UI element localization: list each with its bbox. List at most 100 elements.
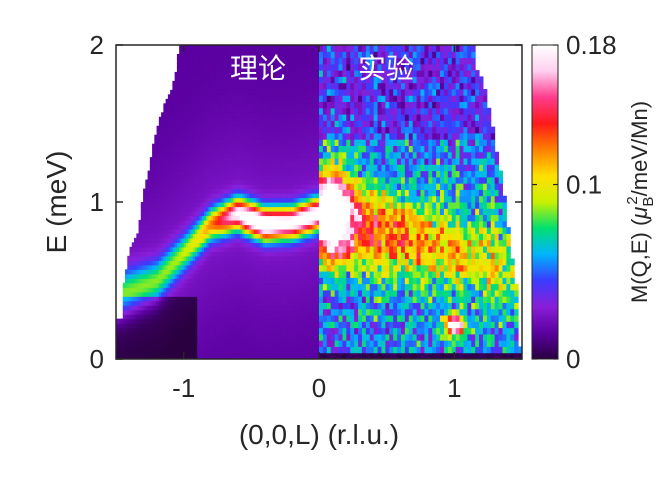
theory-cell	[300, 287, 304, 293]
theory-cell	[212, 125, 216, 131]
theory-cell	[156, 287, 160, 293]
theory-cell	[260, 327, 264, 333]
theory-cell	[273, 260, 277, 266]
theory-cell	[249, 148, 252, 154]
theory-cell	[176, 309, 180, 315]
theory-cell	[242, 121, 246, 127]
theory-cell	[156, 125, 160, 131]
theory-cell	[276, 255, 279, 261]
theory-cell	[149, 215, 153, 221]
theory-cell	[179, 193, 183, 199]
theory-cell	[255, 323, 259, 329]
theory-cell	[246, 332, 250, 338]
theory-cell	[296, 336, 300, 342]
theory-cell	[294, 341, 298, 347]
theory-cell	[131, 287, 135, 293]
theory-cell	[244, 193, 248, 199]
theory-cell	[192, 336, 196, 342]
theory-cell	[163, 139, 167, 145]
theory-cell	[201, 269, 205, 275]
theory-cell	[312, 80, 316, 86]
theory-cell	[244, 354, 248, 359]
theory-cell	[201, 273, 205, 279]
theory-cell	[282, 184, 286, 190]
theory-cell	[253, 273, 257, 279]
theory-cell	[298, 291, 302, 297]
theory-cell	[203, 233, 207, 239]
theory-cell	[246, 282, 250, 288]
theory-cell	[237, 98, 241, 104]
theory-cell	[309, 202, 313, 208]
theory-cell	[233, 139, 237, 145]
theory-cell	[147, 278, 151, 284]
theory-cell	[194, 121, 198, 127]
theory-cell	[271, 80, 275, 86]
theory-cell	[233, 282, 237, 288]
theory-cell	[190, 170, 194, 176]
theory-cell	[312, 341, 316, 347]
theory-cell	[217, 157, 221, 163]
theory-cell	[233, 219, 237, 226]
theory-cell	[197, 197, 201, 203]
theory-cell	[219, 152, 223, 158]
theory-cell	[271, 323, 275, 329]
theory-cell	[224, 121, 228, 127]
theory-cell	[181, 354, 185, 359]
theory-cell	[307, 291, 311, 297]
theory-cell	[210, 85, 214, 91]
theory-cell	[165, 197, 169, 203]
theory-cell	[176, 184, 180, 190]
theory-cell	[206, 336, 210, 342]
theory-cell	[309, 197, 313, 203]
theory-cell	[253, 202, 257, 208]
theory-cell	[298, 273, 302, 279]
theory-cell	[249, 269, 252, 275]
theory-cell	[273, 282, 277, 288]
theory-cell	[167, 121, 171, 127]
theory-cell	[231, 206, 234, 212]
theory-cell	[174, 134, 178, 140]
theory-cell	[170, 354, 173, 359]
theory-cell	[267, 224, 270, 230]
theory-cell	[219, 300, 223, 306]
theory-cell	[291, 336, 295, 342]
theory-cell	[305, 121, 309, 127]
theory-cell	[276, 202, 279, 208]
theory-cell	[183, 219, 187, 226]
theory-cell	[240, 224, 243, 230]
theory-cell	[244, 202, 248, 208]
theory-cell	[194, 184, 198, 190]
theory-cell	[134, 251, 137, 257]
theory-cell	[260, 103, 264, 109]
theory-cell	[154, 184, 158, 190]
theory-cell	[215, 260, 219, 266]
theory-cell	[231, 246, 234, 252]
theory-cell	[273, 296, 277, 302]
theory-cell	[231, 269, 234, 275]
theory-cell	[179, 89, 183, 95]
theory-cell	[163, 296, 167, 302]
theory-cell	[298, 336, 302, 342]
theory-cell	[231, 309, 234, 315]
theory-cell	[294, 309, 298, 315]
theory-cell	[309, 210, 313, 217]
theory-cell	[278, 260, 282, 266]
theory-cell	[161, 296, 164, 302]
theory-cell	[253, 219, 257, 226]
theory-cell	[176, 350, 180, 356]
theory-cell	[161, 309, 164, 315]
theory-cell	[156, 219, 160, 226]
theory-cell	[206, 103, 210, 109]
theory-cell	[147, 170, 151, 176]
theory-cell	[143, 210, 146, 217]
theory-cell	[294, 170, 298, 176]
theory-cell	[258, 233, 261, 239]
theory-cell	[190, 121, 194, 127]
theory-cell	[145, 305, 149, 311]
theory-cell	[143, 197, 146, 203]
theory-cell	[167, 255, 171, 261]
theory-cell	[163, 242, 167, 248]
theory-cell	[217, 341, 221, 347]
theory-cell	[240, 139, 243, 145]
theory-cell	[305, 255, 309, 261]
